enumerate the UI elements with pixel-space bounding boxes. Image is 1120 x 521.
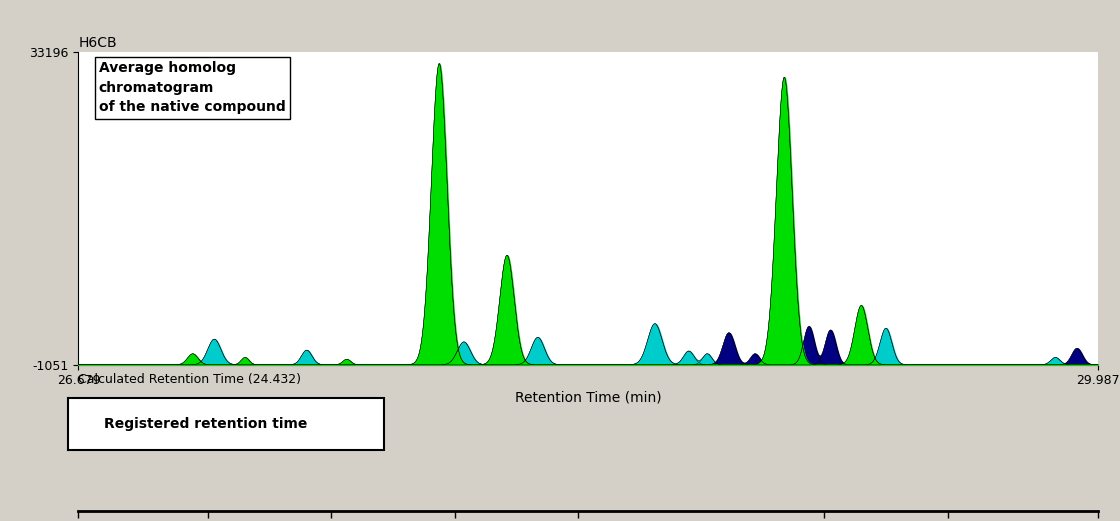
Text: Registered retention time: Registered retention time [104,417,307,431]
Text: H6CB: H6CB [78,36,116,51]
X-axis label: Retention Time (min): Retention Time (min) [515,390,661,404]
Text: Calculated Retention Time (24.432): Calculated Retention Time (24.432) [78,373,301,386]
Text: Average homolog
chromatogram
of the native compound: Average homolog chromatogram of the nati… [99,61,286,115]
FancyBboxPatch shape [68,398,384,450]
